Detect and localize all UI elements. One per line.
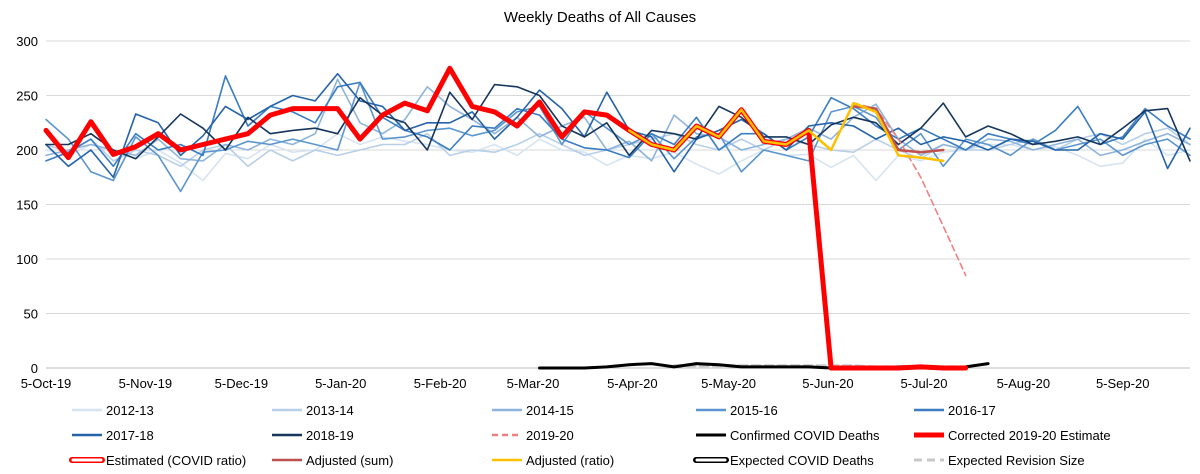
x-tick-label: 5-Oct-19 bbox=[21, 376, 72, 391]
legend-item-expected-covid-deaths: Expected COVID Deaths bbox=[693, 453, 874, 468]
y-tick-label: 300 bbox=[16, 34, 38, 49]
axes: 0 50 100 150 200 250 300 5-Oct-19 5-Nov-19 5-Dec-… bbox=[16, 34, 1190, 391]
legend-item-2019-20: 2019-20 bbox=[492, 428, 574, 443]
y-tick-label: 200 bbox=[16, 143, 38, 158]
legend-item-confirmed-covid-deaths: Confirmed COVID Deaths bbox=[696, 428, 880, 443]
legend-item-2014-15: 2014-15 bbox=[492, 403, 574, 418]
legend-item-2016-17: 2016-17 bbox=[914, 403, 996, 418]
x-tick-label: 5-Jun-20 bbox=[802, 376, 853, 391]
y-tick-label: 0 bbox=[31, 361, 38, 376]
series-line-corrected-2019-20-estimate bbox=[43, 65, 969, 371]
legend-label: Adjusted (ratio) bbox=[526, 453, 614, 468]
legend: 2012-13 2013-14 2014-15 2015-16 2016-17 2017-… bbox=[69, 403, 1111, 468]
legend-label: Confirmed COVID Deaths bbox=[730, 428, 880, 443]
legend-label: Expected COVID Deaths bbox=[730, 453, 874, 468]
legend-label: Corrected 2019-20 Estimate bbox=[948, 428, 1111, 443]
legend-item-corrected-2019-20-estimate: Corrected 2019-20 Estimate bbox=[914, 428, 1111, 443]
x-tick-label: 5-Apr-20 bbox=[607, 376, 658, 391]
legend-item-2013-14: 2013-14 bbox=[272, 403, 354, 418]
x-tick-label: 5-Aug-20 bbox=[997, 376, 1050, 391]
series-lines bbox=[43, 65, 1191, 371]
x-tick-label: 5-May-20 bbox=[701, 376, 756, 391]
series-line-2013-14 bbox=[45, 127, 1191, 168]
x-tick-label: 5-Feb-20 bbox=[414, 376, 467, 391]
legend-label: 2015-16 bbox=[730, 403, 778, 418]
chart-title: Weekly Deaths of All Causes bbox=[504, 9, 696, 26]
legend-item-adjusted-sum: Adjusted (sum) bbox=[272, 453, 393, 468]
series-line-2017-18 bbox=[45, 72, 1191, 179]
series-line-2018-19 bbox=[45, 83, 1191, 162]
legend-item-adjusted-ratio: Adjusted (ratio) bbox=[492, 453, 614, 468]
series-line-2016-17 bbox=[45, 75, 1191, 168]
x-tick-label: 5-Mar-20 bbox=[507, 376, 560, 391]
gridlines bbox=[46, 40, 1190, 314]
legend-item-expected-revision-size: Expected Revision Size bbox=[914, 453, 1085, 468]
legend-label: Estimated (COVID ratio) bbox=[106, 453, 246, 468]
series-line-adjusted-ratio bbox=[627, 101, 945, 163]
y-tick-label: 50 bbox=[24, 307, 38, 322]
x-tick-label: 5-Nov-19 bbox=[119, 376, 172, 391]
x-tick-label: 5-Dec-19 bbox=[215, 376, 268, 391]
legend-label: 2017-18 bbox=[106, 428, 154, 443]
legend-item-2012-13: 2012-13 bbox=[72, 403, 154, 418]
legend-label: 2016-17 bbox=[948, 403, 996, 418]
legend-label: Adjusted (sum) bbox=[306, 453, 393, 468]
legend-item-2015-16: 2015-16 bbox=[696, 403, 778, 418]
series-line-2019-20 bbox=[852, 102, 967, 277]
y-tick-label: 250 bbox=[16, 89, 38, 104]
y-tick-label: 150 bbox=[16, 198, 38, 213]
legend-item-2018-19: 2018-19 bbox=[272, 428, 354, 443]
legend-label: 2018-19 bbox=[306, 428, 354, 443]
legend-label: 2013-14 bbox=[306, 403, 354, 418]
legend-label: 2012-13 bbox=[106, 403, 154, 418]
legend-label: Expected Revision Size bbox=[948, 453, 1085, 468]
x-tick-label: 5-Jan-20 bbox=[315, 376, 366, 391]
legend-item-2017-18: 2017-18 bbox=[72, 428, 154, 443]
series-line-2015-16 bbox=[45, 81, 1191, 193]
x-tick-label: 5-Jul-20 bbox=[900, 376, 947, 391]
legend-label: 2019-20 bbox=[526, 428, 574, 443]
y-tick-label: 100 bbox=[16, 252, 38, 267]
x-tick-label: 5-Sep-20 bbox=[1096, 376, 1149, 391]
legend-item-estimated-covid-ratio: Estimated (COVID ratio) bbox=[69, 453, 246, 468]
series-line-2014-15 bbox=[45, 78, 1191, 162]
legend-label: 2014-15 bbox=[526, 403, 574, 418]
